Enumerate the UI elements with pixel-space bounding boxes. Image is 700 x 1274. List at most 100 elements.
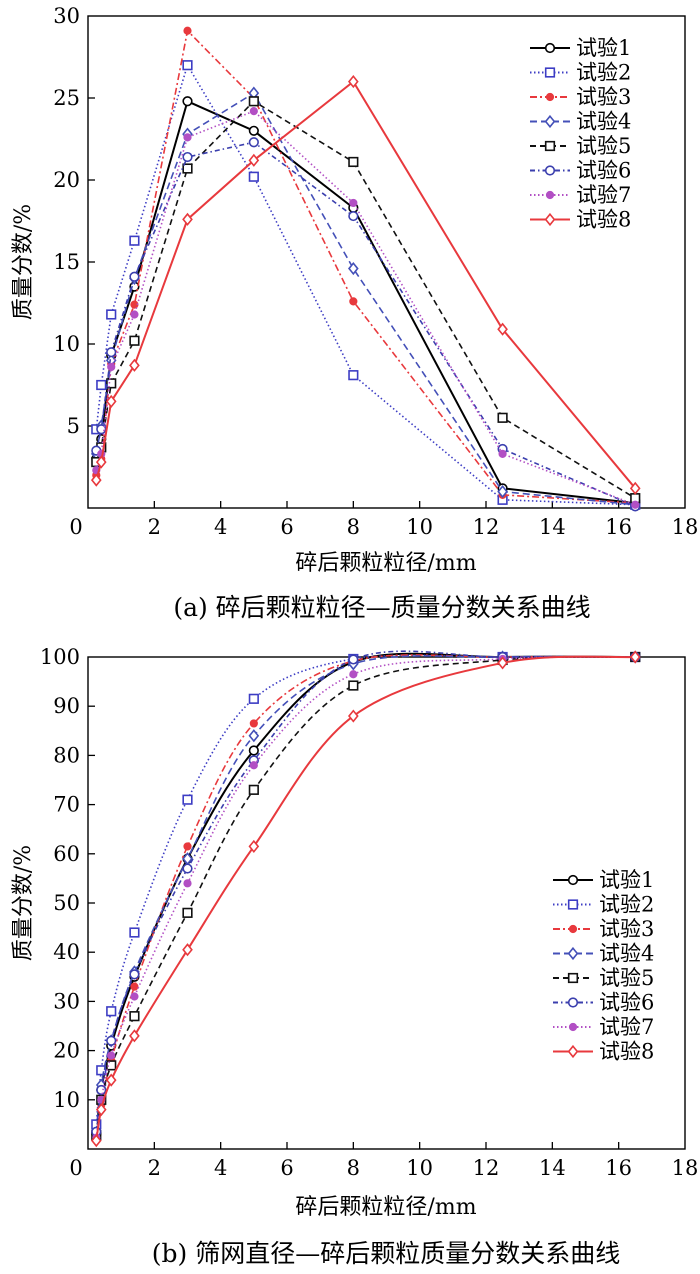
chart-a-data-point (106, 347, 117, 358)
chart-a-data-point (248, 171, 259, 182)
chart-b-y-tick-label: 50 (53, 891, 80, 915)
chart-b-legend-label: 试验6 (599, 991, 654, 1015)
chart-a-series-line (95, 100, 636, 499)
chart-a-x-tick-label: 12 (473, 515, 500, 539)
chart-b-origin-tick-label: 0 (69, 1156, 82, 1180)
chart-b-data-point (249, 719, 258, 728)
chart-b-x-tick-label: 2 (148, 1156, 161, 1180)
chart-b-x-tick-label: 12 (473, 1156, 500, 1180)
chart-a-data-point (631, 500, 640, 509)
chart-b-x-tick-label: 16 (605, 1156, 632, 1180)
chart-b-series-2 (91, 651, 641, 1130)
chart-b-x-tick-label: 10 (406, 1156, 433, 1180)
chart-a-y-tick-label: 25 (53, 86, 80, 110)
chart-b-x-axis-label: 碎后颗粒粒径/mm (295, 1195, 476, 1220)
chart-a-legend-marker (544, 165, 556, 176)
chart-a-data-point (349, 297, 358, 306)
chart-a-series (90, 26, 641, 512)
chart-a-legend-label: 试验2 (576, 61, 631, 85)
chart-b-data-point (130, 992, 139, 1001)
chart-b-data-point (90, 1134, 102, 1148)
chart-a-legend-marker (544, 114, 556, 129)
chart-b-legend-label: 试验3 (599, 917, 654, 941)
chart-b-series-3 (92, 652, 640, 1144)
chart-b-data-point (183, 879, 192, 888)
chart-b-data-point (249, 761, 258, 770)
chart-a-series-8 (90, 75, 641, 495)
chart-b-series-line (95, 654, 636, 1125)
chart-a-data-point (183, 26, 192, 35)
chart-b-data-point (248, 729, 260, 743)
chart-b-series (90, 650, 641, 1148)
chart-b-data-point (105, 1073, 117, 1087)
chart-a-data-point (348, 210, 359, 222)
chart-a-legend-label: 试验4 (576, 110, 631, 134)
chart-b-series-line (95, 656, 636, 1138)
chart-a-legend-marker (544, 67, 556, 78)
chart-a-data-point (182, 212, 193, 226)
chart-a-x-tick-label: 14 (539, 515, 566, 539)
chart-a-y-tick-label: 20 (53, 168, 80, 192)
chart-a-series-line (95, 110, 636, 506)
chart-a-data-point (129, 271, 140, 282)
chart-b-legend-label: 试验4 (599, 942, 654, 966)
chart-a-legend-label: 试验1 (576, 36, 631, 60)
chart-b-legend-label: 试验2 (599, 893, 654, 917)
chart-b-x-tick-label: 14 (539, 1156, 566, 1180)
chart-a-data-point (105, 394, 117, 408)
chart-b-y-tick-label: 60 (53, 842, 80, 866)
chart-a-legend-marker (544, 140, 556, 152)
chart-a-data-point (130, 310, 139, 319)
chart-b-data-point (248, 693, 259, 704)
chart-a-x-tick-label: 16 (605, 515, 632, 539)
chart-b-data-point (96, 1065, 107, 1076)
chart-b-legend-label: 试验7 (599, 1015, 654, 1039)
chart-b-y-axis-label: 质量分数/% (11, 845, 36, 961)
chart-b-legend-marker (567, 899, 579, 910)
chart-a-legend-label: 试验6 (576, 159, 631, 183)
chart-a-data-point (248, 125, 259, 136)
chart-a-series-line (95, 141, 636, 508)
chart-b-data-point (248, 745, 259, 756)
chart-b-data-point (248, 839, 260, 853)
chart-a-y-tick-label: 30 (53, 4, 80, 28)
chart-b-series-8 (90, 650, 641, 1148)
chart-b-data-point (348, 709, 359, 723)
chart-b-legend-marker (568, 924, 578, 934)
chart-a-legend-label: 试验5 (576, 134, 631, 158)
chart-a-data-point (348, 75, 359, 89)
chart-b-series-line (95, 650, 636, 1132)
chart-b-y-tick-label: 20 (53, 1039, 80, 1063)
chart-a-y-tick-label: 15 (53, 250, 80, 274)
chart-a-data-point (348, 261, 359, 276)
chart-a-series-3 (92, 26, 640, 508)
chart-a-series-1 (91, 96, 641, 509)
chart-b-legend-marker (567, 946, 579, 961)
chart-a-y-axis-label: 质量分数/% (11, 204, 36, 320)
chart-b-series-6 (91, 650, 641, 1137)
chart-a-legend-marker (545, 92, 555, 102)
chart-b-data-point (96, 1084, 107, 1096)
chart-a-data-point (182, 151, 193, 163)
chart-a-data-point (497, 412, 508, 423)
chart-a-y-tick-label: 5 (67, 414, 80, 438)
chart-b-data-point (629, 650, 641, 664)
chart-a-data-point (182, 96, 193, 107)
chart-a-x-axis-label: 碎后颗粒粒径/mm (295, 551, 476, 576)
chart-a-data-point (129, 235, 140, 246)
chart-a-data-point (96, 379, 107, 391)
chart-a-data-point (129, 335, 140, 346)
chart-a-data-point (248, 96, 259, 107)
chart-b-caption: (b) 筛网直径—碎后颗粒质量分数关系曲线 (152, 1239, 620, 1268)
chart-a-legend-marker (544, 212, 556, 227)
chart-b-series-line (95, 652, 636, 1135)
chart-b-legend-marker (567, 874, 579, 886)
chart-b-data-point (129, 927, 140, 938)
chart-b-series-7 (92, 652, 640, 1142)
chart-b-legend-label: 试验1 (599, 868, 654, 892)
chart-b-series-5 (91, 651, 641, 1141)
chart-b-series-line (95, 655, 636, 1133)
chart-a-data-point (349, 198, 358, 208)
chart-a-legend-marker (544, 42, 556, 54)
chart-a-x-tick-label: 6 (280, 515, 293, 539)
